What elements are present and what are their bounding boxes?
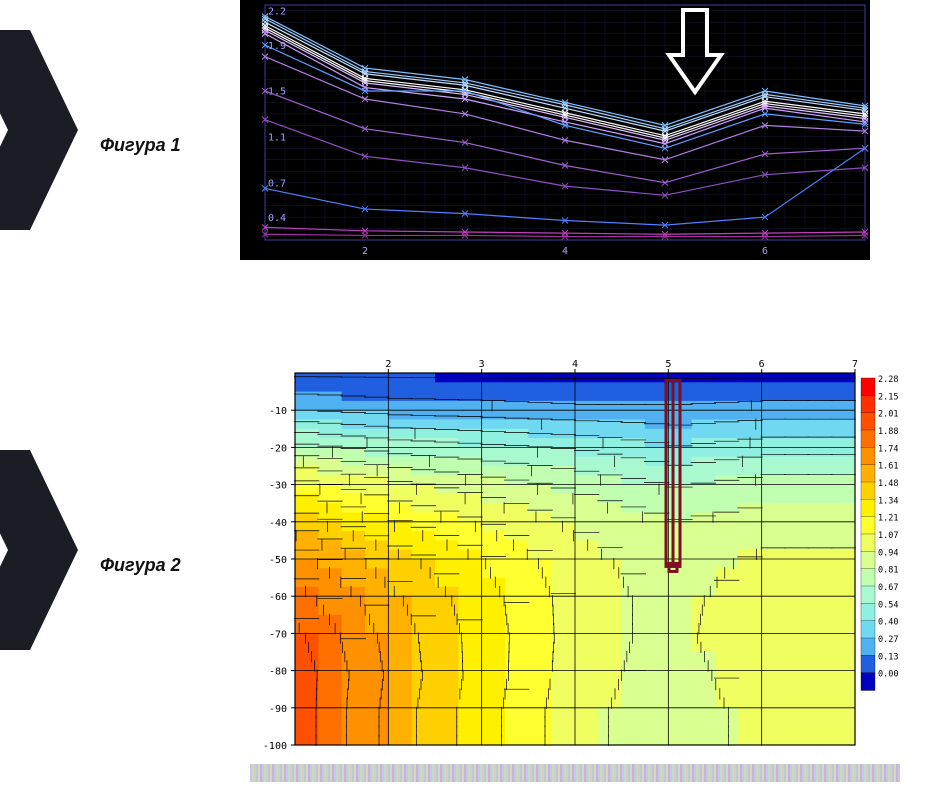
svg-text:-90: -90: [269, 704, 287, 715]
svg-text:2.15: 2.15: [878, 392, 898, 402]
svg-text:1.48: 1.48: [878, 479, 898, 489]
svg-text:-70: -70: [269, 629, 287, 640]
chevron-shape-1: [0, 30, 80, 230]
figure2-label: Фигура 2: [100, 555, 181, 576]
figure1-chart: 0.40.71.11.51.92.2246: [240, 0, 870, 260]
svg-text:4: 4: [572, 359, 578, 370]
svg-text:-40: -40: [269, 518, 287, 529]
svg-text:1.34: 1.34: [878, 496, 898, 506]
svg-text:4: 4: [562, 246, 568, 257]
noise-strip: [250, 764, 900, 782]
svg-text:0.7: 0.7: [268, 178, 286, 189]
svg-text:5: 5: [665, 359, 671, 370]
svg-text:-10: -10: [269, 406, 287, 417]
svg-text:2: 2: [385, 359, 391, 370]
svg-text:0.94: 0.94: [878, 548, 898, 558]
svg-text:1.88: 1.88: [878, 427, 898, 437]
svg-text:-60: -60: [269, 592, 287, 603]
svg-text:3: 3: [479, 359, 485, 370]
svg-text:0.81: 0.81: [878, 566, 898, 576]
svg-text:0.40: 0.40: [878, 618, 898, 628]
svg-text:0.4: 0.4: [268, 213, 286, 224]
svg-text:2.2: 2.2: [268, 6, 286, 17]
svg-text:2.01: 2.01: [878, 410, 898, 420]
svg-text:7: 7: [852, 359, 858, 370]
svg-text:0.27: 0.27: [878, 635, 898, 645]
svg-text:0.13: 0.13: [878, 652, 898, 662]
figure2-chart: 2 3 4 5 6 7 -10 -20 -30 -40 -50 -60 -70 -80 -90 -100 2.2…: [250, 355, 910, 755]
svg-text:6: 6: [759, 359, 765, 370]
svg-text:0.67: 0.67: [878, 583, 898, 593]
chevron-shape-2: [0, 450, 80, 650]
svg-text:0.00: 0.00: [878, 670, 898, 680]
svg-text:0.54: 0.54: [878, 600, 898, 610]
svg-text:1.21: 1.21: [878, 514, 898, 524]
figure1-label: Фигура 1: [100, 135, 181, 156]
svg-text:-80: -80: [269, 667, 287, 678]
svg-text:2.28: 2.28: [878, 375, 898, 385]
svg-text:-20: -20: [269, 443, 287, 454]
svg-text:1.61: 1.61: [878, 462, 898, 472]
svg-text:-100: -100: [263, 741, 287, 752]
svg-text:2: 2: [362, 246, 368, 257]
svg-text:6: 6: [762, 246, 768, 257]
svg-text:-30: -30: [269, 481, 287, 492]
svg-text:1.07: 1.07: [878, 531, 898, 541]
svg-text:1.74: 1.74: [878, 444, 898, 454]
svg-text:-50: -50: [269, 555, 287, 566]
svg-text:1.1: 1.1: [268, 133, 286, 144]
